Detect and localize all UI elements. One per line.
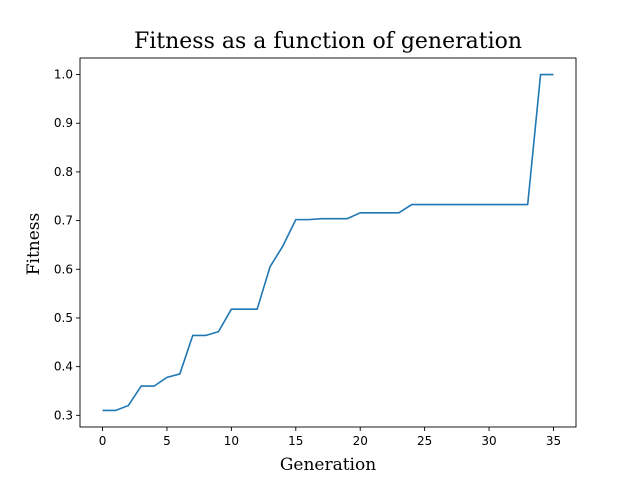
y-axis-label: Fitness: [24, 213, 44, 276]
y-tick-label: 1.0: [54, 68, 73, 82]
x-tick-label: 35: [546, 434, 561, 448]
x-tick-label: 15: [288, 434, 303, 448]
y-tick-label: 0.3: [54, 408, 73, 422]
y-tick-label: 0.6: [54, 262, 73, 276]
x-tick-label: 0: [99, 434, 107, 448]
x-tick-label: 30: [481, 434, 496, 448]
y-tick-label: 0.9: [54, 116, 73, 130]
x-tick-label: 5: [163, 434, 171, 448]
chart-title: Fitness as a function of generation: [134, 29, 522, 54]
x-axis-label: Generation: [280, 455, 376, 475]
y-tick-label: 0.5: [54, 311, 73, 325]
y-tick-label: 0.4: [54, 360, 73, 374]
x-tick-label: 25: [417, 434, 432, 448]
x-tick-label: 20: [353, 434, 368, 448]
x-tick-label: 10: [224, 434, 239, 448]
y-tick-label: 0.8: [54, 165, 73, 179]
fitness-series-line: [102, 73, 554, 412]
axes-frame: [79, 57, 577, 428]
plot-area: 0 5 10 15 20 25 30 35 0.3 0.4 0.5 0.6 0.7 0.8 0.9 1.0: [54, 57, 577, 448]
y-tick-label: 0.7: [54, 214, 73, 228]
